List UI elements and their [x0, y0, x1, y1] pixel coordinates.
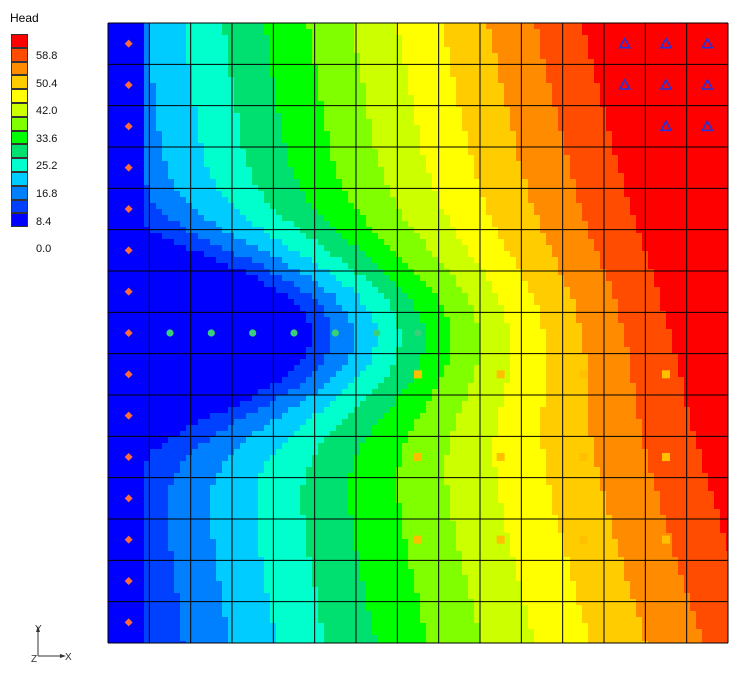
drain-marker [290, 329, 298, 337]
well-marker [496, 370, 505, 379]
specified-head-marker [124, 163, 133, 172]
specified-head-marker [124, 39, 133, 48]
legend-swatch [11, 34, 28, 48]
legend-swatches [11, 34, 28, 228]
legend-label: 58.8 [36, 50, 58, 62]
well-marker [496, 535, 505, 544]
drain-marker [373, 329, 381, 337]
legend-title: Head [10, 11, 39, 25]
model-grid [107, 22, 729, 644]
legend-swatch [11, 199, 28, 214]
drain-marker [166, 329, 174, 337]
well-marker [579, 453, 588, 461]
specified-head-marker [124, 535, 133, 544]
legend-label: 33.6 [36, 132, 58, 145]
legend-swatch [11, 89, 28, 103]
legend-swatch [11, 158, 28, 172]
well-marker [414, 370, 422, 379]
specified-head-marker [124, 494, 133, 503]
legend-label: 8.4 [36, 215, 52, 228]
well-marker [662, 453, 670, 461]
specified-head-marker [124, 453, 133, 461]
recharge-marker [618, 37, 632, 49]
specified-head-marker [124, 122, 133, 131]
recharge-marker [659, 78, 673, 90]
specified-head-marker [124, 411, 133, 420]
legend-swatch [11, 116, 28, 131]
well-marker [662, 370, 670, 379]
well-marker [414, 453, 422, 461]
legend-label: 25.2 [36, 160, 58, 173]
boundary-markers [124, 37, 714, 627]
recharge-marker [659, 119, 673, 132]
well-marker [414, 535, 422, 544]
legend-label: 16.8 [36, 188, 58, 200]
legend-swatch [11, 102, 28, 117]
legend-label: 0.0 [36, 243, 52, 256]
recharge-marker [700, 37, 714, 49]
head-legend: Head 58.8 50.4 42.0 33.6 25.2 16.8 8.4 0.0 [0, 0, 100, 280]
legend-swatch [11, 171, 28, 186]
recharge-marker [700, 78, 714, 90]
legend-label: 50.4 [36, 77, 58, 90]
axis-z-label: Z [31, 654, 37, 665]
specified-head-marker [124, 205, 133, 213]
well-marker [579, 535, 588, 544]
axis-x-label: X [65, 652, 72, 663]
axis-triad: Y X Z [28, 622, 78, 668]
specified-head-marker [124, 577, 133, 585]
legend-swatch [11, 47, 28, 62]
well-marker [579, 370, 588, 379]
recharge-marker [700, 119, 714, 132]
recharge-marker [659, 37, 673, 49]
specified-head-marker [124, 329, 133, 337]
recharge-marker [618, 78, 632, 90]
legend-swatch [11, 75, 28, 90]
legend-swatch [11, 61, 28, 76]
legend-swatch [11, 213, 28, 228]
legend-swatch [11, 185, 28, 200]
well-marker [662, 535, 670, 544]
well-marker [496, 453, 505, 461]
legend-swatch [11, 144, 28, 159]
specified-head-marker [124, 370, 133, 379]
legend-swatch [11, 130, 28, 145]
drain-marker [331, 329, 339, 337]
specified-head-marker [124, 287, 133, 296]
drain-marker [249, 329, 257, 337]
drain-marker [207, 329, 215, 337]
specified-head-marker [124, 618, 133, 627]
legend-label: 42.0 [36, 105, 58, 118]
axis-y-label: Y [35, 624, 42, 635]
specified-head-marker [124, 246, 133, 255]
specified-head-marker [124, 81, 133, 89]
drain-marker [414, 329, 422, 337]
